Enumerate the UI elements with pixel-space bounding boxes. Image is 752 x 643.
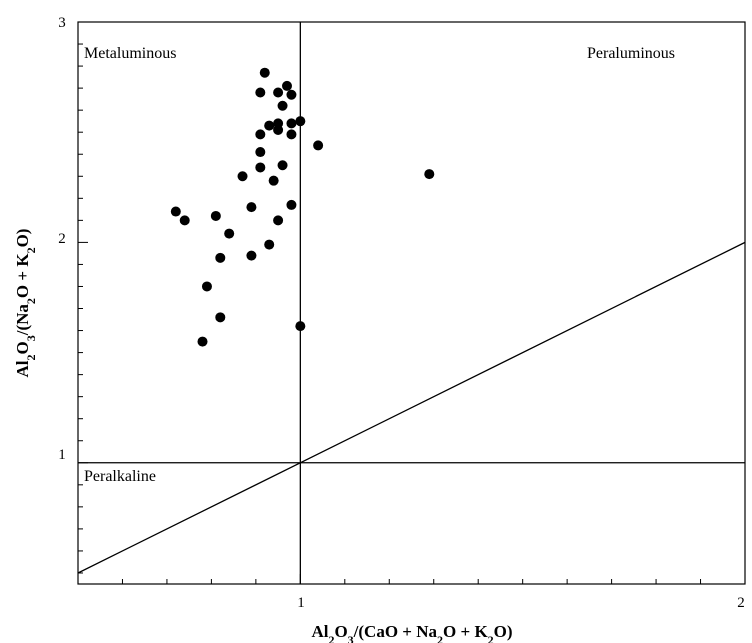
x-axis-title: Al2O3/(CaO + Na2O + K2O) bbox=[311, 622, 512, 643]
data-point bbox=[179, 215, 190, 226]
diagonal-reference-line bbox=[77, 241, 746, 574]
data-point bbox=[255, 129, 266, 140]
data-point bbox=[224, 228, 235, 239]
data-point bbox=[246, 250, 257, 261]
data-point bbox=[210, 210, 221, 221]
data-point bbox=[255, 147, 266, 158]
data-point bbox=[273, 87, 284, 98]
data-point bbox=[277, 100, 288, 111]
data-point bbox=[215, 252, 226, 263]
data-point bbox=[273, 124, 284, 135]
region-label-peraluminous: Peraluminous bbox=[587, 45, 675, 62]
data-point bbox=[197, 336, 208, 347]
data-point bbox=[295, 321, 306, 332]
data-point bbox=[424, 169, 435, 180]
data-point bbox=[268, 175, 279, 186]
data-point bbox=[286, 199, 297, 210]
data-point bbox=[170, 206, 181, 217]
y-axis-title: Al2O3/(Na2O + K2O) bbox=[13, 229, 38, 378]
data-point bbox=[313, 140, 324, 151]
y-tick-label: 1 bbox=[58, 447, 66, 463]
reference-lines bbox=[77, 22, 746, 584]
region-label-metaluminous: Metaluminous bbox=[84, 45, 176, 62]
data-point bbox=[246, 202, 257, 213]
data-point bbox=[237, 171, 248, 182]
y-tick-label: 2 bbox=[58, 231, 66, 247]
data-point bbox=[286, 129, 297, 140]
data-point bbox=[273, 215, 284, 226]
data-point bbox=[281, 80, 292, 91]
data-point bbox=[277, 160, 288, 171]
data-point bbox=[264, 239, 275, 250]
data-point bbox=[295, 116, 306, 127]
plot-frame bbox=[77, 21, 746, 585]
y-tick-label: 3 bbox=[58, 15, 66, 31]
x-tick-label: 1 bbox=[297, 595, 305, 611]
data-point bbox=[259, 67, 270, 78]
region-label-peralkaline: Peralkaline bbox=[84, 468, 156, 485]
data-points bbox=[170, 67, 435, 347]
data-point bbox=[286, 89, 297, 100]
data-point bbox=[201, 281, 212, 292]
data-point bbox=[215, 312, 226, 323]
x-tick-labels: 1 2 bbox=[297, 595, 745, 611]
x-tick-label: 2 bbox=[737, 595, 745, 611]
data-point bbox=[286, 118, 297, 129]
y-tick-labels: 1 2 3 bbox=[58, 15, 66, 463]
data-point bbox=[264, 120, 275, 131]
axis-ticks bbox=[78, 21, 746, 584]
data-point bbox=[255, 87, 266, 98]
data-point bbox=[255, 162, 266, 173]
